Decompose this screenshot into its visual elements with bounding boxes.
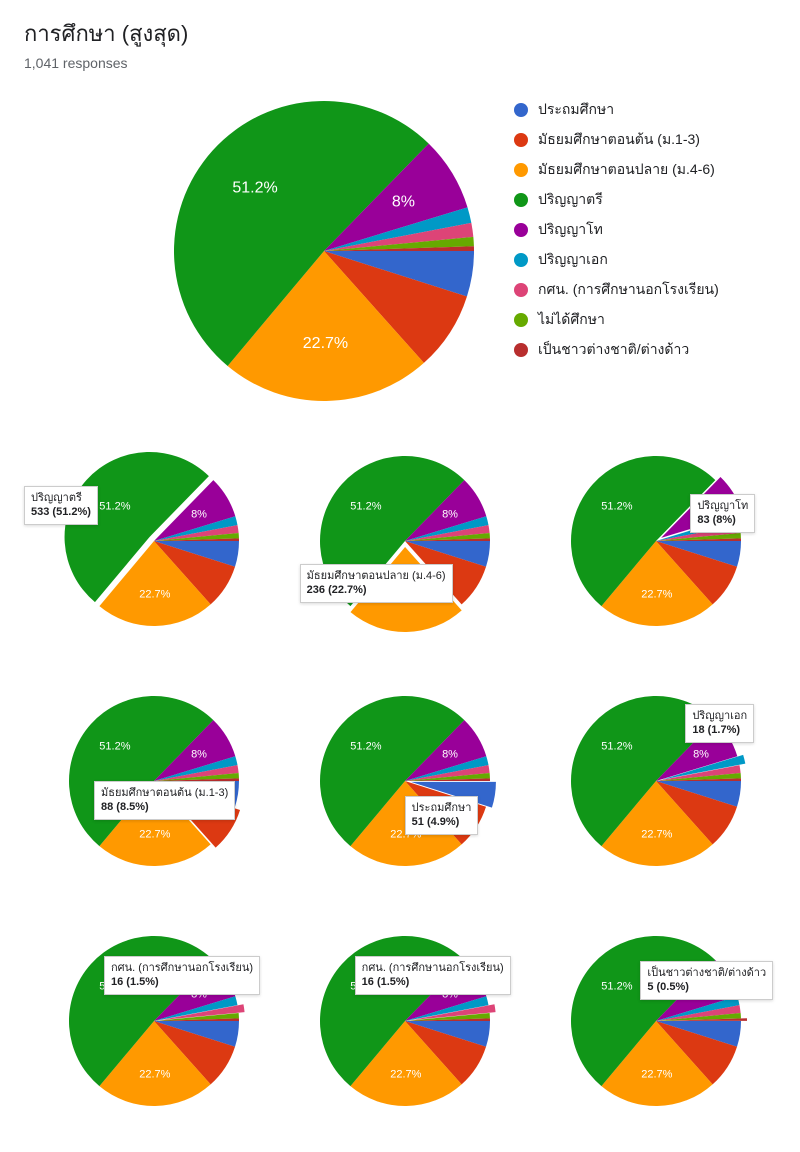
slice-label-bachelor: 51.2% [601,501,632,513]
legend-label: ปริญญาโท [538,219,603,241]
legend-label: ไม่ได้ศึกษา [538,309,605,331]
legend-item-bachelor[interactable]: ปริญญาตรี [514,189,776,211]
legend-swatch [514,253,528,267]
small-chart-2: 51.2%22.7%8%ปริญญาโท83 (8%) [535,446,766,656]
tooltip-label: มัธยมศึกษาตอนต้น (ม.1-3) [101,786,228,800]
legend-label: มัธยมศึกษาตอนต้น (ม.1-3) [538,129,700,151]
legend-label: เป็นชาวต่างชาติ/ต่างด้าว [538,339,689,361]
small-chart-3: 51.2% 22.7% 8% มัธยมศึกษาตอนต้น (ม.1-3)88 (… [34,686,265,896]
legend-label: ประถมศึกษา [538,99,614,121]
legend-label: กศน. (การศึกษานอกโรงเรียน) [538,279,719,301]
slice-label-upper_sec: 22.7% [390,1069,421,1081]
small-chart-0: 51.2% 22.7% 8% ปริญญาตรี533 (51.2%) [34,446,265,656]
slice-label-upper_sec: 22.7% [140,589,171,601]
slice-label-master: 8% [191,749,207,761]
slice-label-bachelor: 51.2% [601,981,632,993]
slice-label-bachelor: 51.2% [100,501,131,513]
chart-tooltip: เป็นชาวต่างชาติ/ต่างด้าว5 (0.5%) [640,961,773,1000]
tooltip-label: ปริญญาตรี [31,491,91,505]
slice-label-bachelor: 51.2% [100,741,131,753]
tooltip-value: 533 (51.2%) [31,505,91,519]
legend-label: มัธยมศึกษาตอนปลาย (ม.4-6) [538,159,715,181]
legend-swatch [514,343,528,357]
slice-label-bachelor: 51.2% [601,741,632,753]
chart-tooltip: ปริญญาเอก18 (1.7%) [685,704,754,743]
slice-label-master: 8% [693,749,709,761]
small-chart-1: 51.2%22.7%8%มัธยมศึกษาตอนปลาย (ม.4-6)236… [285,446,516,656]
small-pie-chart[interactable]: 51.2%22.7%8% [561,926,741,1121]
chart-tooltip: มัธยมศึกษาตอนต้น (ม.1-3)88 (8.5%) [94,781,235,820]
slice-label-upper_sec: 22.7% [303,335,348,352]
chart-tooltip: มัธยมศึกษาตอนปลาย (ม.4-6)236 (22.7%) [300,564,453,603]
legend-swatch [514,103,528,117]
chart-tooltip: ปริญญาตรี533 (51.2%) [24,486,98,525]
legend-swatch [514,163,528,177]
legend-swatch [514,283,528,297]
tooltip-value: 88 (8.5%) [101,800,228,814]
small-pie-chart[interactable]: 51.2% 22.7% 8% [59,446,239,641]
small-chart-7: 51.2%22.7%8%กศน. (การศึกษานอกโรงเรียน)16… [285,926,516,1136]
legend-item-primary[interactable]: ประถมศึกษา [514,99,776,121]
small-multiples-grid: 51.2%22.7%8%ปริญญาตรี533 (51.2%)51.2%22.… [24,446,776,1136]
tooltip-label: มัธยมศึกษาตอนปลาย (ม.4-6) [307,569,446,583]
main-pie-chart[interactable]: 51.2% 22.7% 8% [164,91,484,416]
small-chart-4: 51.2%22.7%8%ประถมศึกษา51 (4.9%) [285,686,516,896]
legend-swatch [514,223,528,237]
slice-label-upper_sec: 22.7% [641,589,672,601]
chart-tooltip: ประถมศึกษา51 (4.9%) [405,796,479,835]
tooltip-label: ประถมศึกษา [412,801,472,815]
tooltip-value: 18 (1.7%) [692,723,747,737]
tooltip-value: 16 (1.5%) [362,975,504,989]
legend-label: ปริญญาเอก [538,249,608,271]
slice-label-upper_sec: 22.7% [641,1069,672,1081]
chart-tooltip: กศน. (การศึกษานอกโรงเรียน)16 (1.5%) [104,956,260,995]
slice-label-upper_sec: 22.7% [641,829,672,841]
legend-item-doctor[interactable]: ปริญญาเอก [514,249,776,271]
small-chart-5: 51.2% 22.7% 8% ปริญญาเอก18 (1.7%) [535,686,766,896]
tooltip-value: 16 (1.5%) [111,975,253,989]
tooltip-label: เป็นชาวต่างชาติ/ต่างด้าว [647,966,766,980]
legend-swatch [514,313,528,327]
legend-item-nfe[interactable]: กศน. (การศึกษานอกโรงเรียน) [514,279,776,301]
slice-label-master: 8% [442,509,458,521]
legend-item-master[interactable]: ปริญญาโท [514,219,776,241]
slice-label-master: 8% [442,749,458,761]
slice-label-upper_sec: 22.7% [140,1069,171,1081]
chart-legend: ประถมศึกษามัธยมศึกษาตอนต้น (ม.1-3) มัธยมศ… [484,91,776,369]
tooltip-value: 83 (8%) [697,513,748,527]
legend-swatch [514,193,528,207]
response-count: 1,041 responses [24,55,776,71]
legend-item-lower_sec[interactable]: มัธยมศึกษาตอนต้น (ม.1-3) [514,129,776,151]
legend-item-foreign[interactable]: เป็นชาวต่างชาติ/ต่างด้าว [514,339,776,361]
chart-tooltip: กศน. (การศึกษานอกโรงเรียน)16 (1.5%) [355,956,511,995]
small-pie-chart[interactable]: 51.2%22.7%8% [561,446,741,641]
small-chart-6: 51.2%22.7%8%กศน. (การศึกษานอกโรงเรียน)16… [34,926,265,1136]
main-chart-row: 51.2% 22.7% 8% ประถมศึกษามัธยมศึกษาตอนต้น … [24,91,776,416]
slice-label-bachelor: 51.2% [232,180,277,197]
tooltip-label: ปริญญาโท [697,499,748,513]
legend-item-upper_sec[interactable]: มัธยมศึกษาตอนปลาย (ม.4-6) [514,159,776,181]
legend-item-none[interactable]: ไม่ได้ศึกษา [514,309,776,331]
slice-label-bachelor: 51.2% [350,501,381,513]
tooltip-label: ปริญญาเอก [692,709,747,723]
slice-label-master: 8% [392,194,415,211]
page-title: การศึกษา (สูงสุด) [24,16,776,51]
small-chart-8: 51.2%22.7%8%เป็นชาวต่างชาติ/ต่างด้าว5 (0… [535,926,766,1136]
tooltip-value: 236 (22.7%) [307,583,446,597]
slice-label-master: 8% [191,509,207,521]
chart-tooltip: ปริญญาโท83 (8%) [690,494,755,533]
tooltip-label: กศน. (การศึกษานอกโรงเรียน) [111,961,253,975]
legend-label: ปริญญาตรี [538,189,603,211]
tooltip-value: 5 (0.5%) [647,980,766,994]
tooltip-label: กศน. (การศึกษานอกโรงเรียน) [362,961,504,975]
small-pie-chart[interactable]: 51.2%22.7%8% [310,446,490,641]
legend-swatch [514,133,528,147]
tooltip-value: 51 (4.9%) [412,815,472,829]
small-pie-chart[interactable]: 51.2%22.7%8% [310,686,490,881]
slice-label-upper_sec: 22.7% [140,829,171,841]
slice-label-bachelor: 51.2% [350,741,381,753]
